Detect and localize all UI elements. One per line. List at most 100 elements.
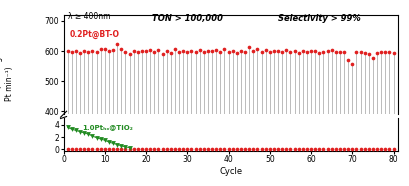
Point: [328, 48, 334, 51]
Point: [361, 148, 367, 151]
Point: [114, 148, 120, 151]
Point: [196, 49, 202, 52]
Point: [258, 148, 264, 151]
Point: [138, 148, 145, 151]
Point: [184, 148, 190, 151]
Point: [245, 46, 252, 49]
Point: [225, 50, 231, 53]
Point: [122, 145, 128, 148]
Point: [204, 148, 211, 151]
Point: [278, 50, 285, 53]
Point: [97, 48, 104, 51]
Point: [72, 49, 79, 52]
Point: [258, 50, 264, 53]
Point: [155, 148, 161, 151]
Point: [299, 49, 306, 52]
Text: Selectivity > 99%: Selectivity > 99%: [277, 14, 360, 23]
Point: [385, 148, 392, 151]
Point: [93, 136, 99, 139]
Point: [175, 148, 182, 151]
Point: [340, 50, 346, 53]
Point: [89, 49, 95, 52]
Point: [122, 50, 128, 53]
Point: [196, 148, 202, 151]
Point: [68, 128, 75, 131]
Point: [381, 51, 388, 54]
Point: [188, 49, 194, 52]
Point: [220, 47, 227, 50]
Point: [311, 148, 318, 151]
Point: [72, 148, 79, 151]
Point: [299, 148, 306, 151]
Point: [266, 51, 272, 54]
Point: [324, 148, 330, 151]
Point: [233, 52, 240, 55]
Point: [114, 43, 120, 46]
Point: [68, 50, 75, 53]
Point: [220, 148, 227, 151]
Point: [216, 51, 223, 54]
Point: [101, 139, 108, 142]
Point: [184, 51, 190, 54]
Point: [303, 51, 310, 54]
Point: [126, 52, 133, 55]
Text: TON > 100,000: TON > 100,000: [151, 14, 222, 23]
Point: [163, 148, 170, 151]
Point: [286, 148, 293, 151]
Point: [68, 148, 75, 151]
Point: [249, 49, 256, 52]
Point: [270, 49, 276, 52]
Point: [192, 50, 198, 53]
Point: [110, 148, 116, 151]
Point: [348, 148, 355, 151]
Point: [134, 51, 141, 54]
Point: [76, 52, 83, 55]
Point: [106, 148, 112, 151]
Text: 1.0Ptₕₓ@TiO₂: 1.0Ptₕₓ@TiO₂: [82, 124, 133, 130]
Point: [315, 148, 322, 151]
Point: [352, 148, 359, 151]
Point: [101, 48, 108, 51]
Point: [130, 49, 137, 52]
Point: [106, 49, 112, 52]
Point: [245, 148, 252, 151]
Point: [85, 133, 91, 136]
Point: [225, 148, 231, 151]
Point: [130, 148, 137, 151]
Point: [344, 59, 351, 62]
Point: [101, 148, 108, 151]
Point: [159, 148, 165, 151]
Point: [381, 148, 388, 151]
Point: [118, 48, 124, 51]
Point: [369, 148, 375, 151]
Text: H₂ rate (mmol g⁻¹
Pt min⁻¹): H₂ rate (mmol g⁻¹ Pt min⁻¹): [0, 50, 14, 118]
Point: [142, 49, 149, 52]
Point: [192, 148, 198, 151]
Point: [159, 52, 165, 55]
Point: [171, 148, 178, 151]
Point: [352, 50, 359, 53]
Point: [81, 49, 87, 52]
Point: [274, 148, 281, 151]
Point: [89, 148, 95, 151]
Point: [76, 148, 83, 151]
Point: [93, 148, 99, 151]
Point: [171, 47, 178, 50]
Point: [142, 148, 149, 151]
Point: [97, 137, 104, 140]
Point: [212, 148, 219, 151]
Point: [319, 148, 326, 151]
Point: [262, 49, 268, 52]
Point: [303, 148, 310, 151]
Point: [216, 148, 223, 151]
Point: [249, 148, 256, 151]
Point: [307, 49, 314, 52]
Point: [361, 51, 367, 54]
Point: [315, 52, 322, 55]
Point: [233, 148, 240, 151]
Point: [290, 49, 297, 52]
Point: [106, 141, 112, 144]
Point: [385, 51, 392, 54]
Point: [311, 49, 318, 52]
Point: [85, 148, 91, 151]
